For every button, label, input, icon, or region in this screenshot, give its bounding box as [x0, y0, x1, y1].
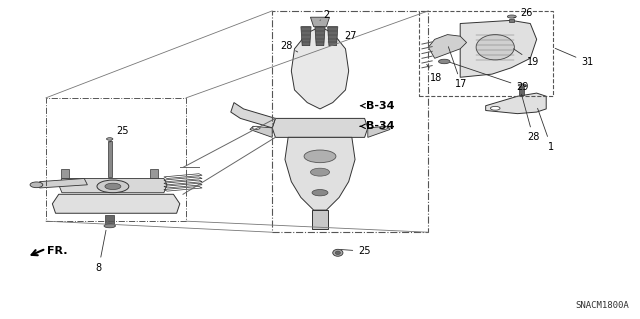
Polygon shape [250, 126, 272, 137]
Polygon shape [272, 118, 368, 137]
Ellipse shape [30, 182, 43, 188]
Polygon shape [312, 210, 328, 229]
Text: 8: 8 [96, 230, 106, 273]
Text: 2: 2 [320, 10, 330, 20]
Ellipse shape [333, 249, 343, 256]
Polygon shape [59, 178, 167, 193]
Polygon shape [368, 126, 390, 137]
Polygon shape [509, 19, 515, 22]
Text: 17: 17 [449, 47, 467, 89]
Polygon shape [310, 17, 330, 27]
Ellipse shape [476, 34, 515, 60]
Text: 28: 28 [522, 94, 540, 142]
Ellipse shape [105, 183, 121, 189]
Text: 25: 25 [109, 126, 129, 142]
Ellipse shape [310, 168, 330, 176]
Text: 19: 19 [513, 49, 540, 67]
Ellipse shape [106, 138, 113, 140]
Text: 28: 28 [280, 41, 298, 52]
Polygon shape [328, 27, 338, 46]
Text: 31: 31 [555, 48, 593, 67]
Text: 29: 29 [450, 62, 529, 92]
Polygon shape [460, 20, 537, 77]
Polygon shape [486, 93, 546, 114]
Text: 1: 1 [538, 108, 554, 152]
Bar [272, 11, 428, 232]
Polygon shape [520, 87, 524, 95]
Ellipse shape [252, 126, 260, 130]
Polygon shape [40, 178, 88, 188]
Ellipse shape [490, 106, 500, 110]
Polygon shape [231, 103, 275, 128]
Polygon shape [150, 169, 158, 178]
Polygon shape [52, 194, 180, 213]
Bar [46, 98, 186, 221]
Ellipse shape [312, 189, 328, 196]
Text: 18: 18 [427, 64, 442, 83]
Text: SNACM1800A: SNACM1800A [575, 301, 629, 310]
Bar [419, 11, 552, 96]
Ellipse shape [380, 126, 388, 130]
Text: 26: 26 [514, 8, 533, 19]
Polygon shape [108, 141, 111, 177]
Polygon shape [315, 27, 325, 46]
Text: 27: 27 [339, 31, 356, 41]
Polygon shape [105, 215, 114, 226]
Polygon shape [301, 27, 311, 46]
Polygon shape [291, 27, 349, 109]
Ellipse shape [518, 84, 526, 86]
Polygon shape [428, 34, 467, 58]
Polygon shape [285, 137, 355, 210]
Text: FR.: FR. [47, 246, 68, 256]
Ellipse shape [97, 180, 129, 193]
Text: 25: 25 [340, 246, 371, 256]
Text: B-34: B-34 [360, 101, 394, 111]
Ellipse shape [438, 59, 450, 64]
Ellipse shape [335, 251, 340, 255]
Ellipse shape [104, 224, 115, 228]
Ellipse shape [508, 15, 516, 18]
Ellipse shape [304, 150, 336, 163]
Polygon shape [61, 169, 69, 178]
Text: B-34: B-34 [360, 121, 394, 131]
